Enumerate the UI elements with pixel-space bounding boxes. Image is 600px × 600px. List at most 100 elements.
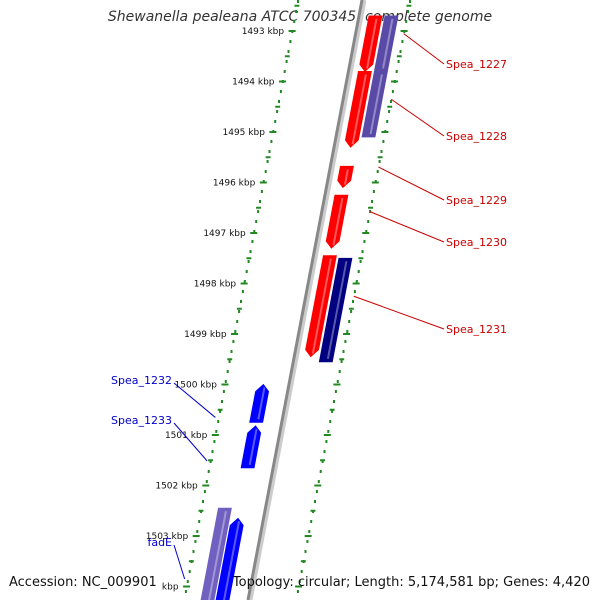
tick-label: kbp [162, 583, 179, 593]
tick-dot [338, 370, 341, 373]
tick-dot [353, 290, 356, 293]
tick-dot [283, 70, 286, 73]
tick-dot [202, 500, 204, 503]
tick-dot [405, 20, 408, 23]
tick-dot [365, 230, 368, 233]
tick-dot [255, 220, 258, 223]
tick-dot [391, 90, 394, 93]
tick-dot [217, 420, 220, 423]
tick-dot [336, 380, 339, 383]
gene-highlight [311, 258, 332, 354]
gene-feature-Spea_1230[interactable] [325, 194, 349, 249]
tick-dot [279, 90, 282, 93]
gene-label-Spea_1227: Spea_1227 [446, 58, 507, 71]
tick-dot [319, 470, 322, 473]
tick-dot [232, 340, 235, 343]
gene-feature-Spea_1232[interactable] [249, 383, 270, 423]
tick-dot [222, 390, 225, 393]
gene-feature-Spea_1227[interactable] [359, 15, 383, 72]
tick-dot [205, 480, 208, 483]
tick-dot [355, 280, 358, 283]
tick-dot [329, 420, 332, 423]
gene-feature-Spea_1229[interactable] [337, 165, 354, 189]
tick-dot [219, 410, 222, 413]
tick-dot [331, 410, 334, 413]
gene-feature-Spea_1228[interactable] [344, 71, 372, 148]
tick-dot [327, 430, 330, 433]
tick-label: 1503 kbp [146, 532, 189, 542]
tick-dot [211, 450, 214, 453]
tick-dot [295, 10, 298, 13]
tick-dot [289, 40, 292, 43]
leader-line [173, 382, 216, 418]
leader-line [369, 211, 445, 243]
tick-label: 1499 kbp [184, 330, 227, 340]
gene-label-Spea_1231: Spea_1231 [446, 323, 507, 336]
tick-dot [268, 150, 271, 153]
tick-dot [315, 490, 318, 493]
tick-dot [297, 0, 299, 3]
leader-line [403, 33, 445, 65]
tick-dot [348, 320, 351, 323]
gene-feature-Spea_1231[interactable] [305, 255, 337, 358]
gene-highlight [326, 261, 348, 359]
tick-dot [196, 530, 199, 533]
tick-dot [215, 430, 218, 433]
gene-feature-Spea_1228_other[interactable] [361, 71, 388, 138]
gene-label-Spea_1232: Spea_1232 [111, 374, 172, 387]
tick-dot [241, 290, 244, 293]
tick-label: 1493 kbp [242, 27, 285, 37]
tick-dot [245, 270, 248, 273]
tick-dot [323, 450, 326, 453]
tick-dot [397, 60, 400, 63]
tick-dot [306, 540, 309, 543]
tick-dot [367, 220, 370, 223]
tick-label: 1500 kbp [175, 381, 218, 391]
leader-line [173, 422, 208, 462]
tick-dot [278, 100, 280, 103]
tick-dot [293, 20, 296, 23]
tick-dot [257, 210, 260, 213]
tick-dot [378, 160, 381, 163]
backbone-line [246, 0, 364, 600]
gene-highlight [366, 18, 378, 69]
tick-dot [352, 300, 354, 303]
tick-dot [264, 170, 267, 173]
gene-highlight [344, 169, 349, 185]
gene-feature-Spea_1233[interactable] [240, 425, 262, 469]
tick-label: 1498 kbp [194, 280, 237, 290]
tick-dot [325, 440, 328, 443]
tick-dot [287, 50, 290, 53]
leader-line [390, 98, 445, 137]
tick-dot [304, 550, 307, 553]
gene-label-Spea_1233: Spea_1233 [111, 414, 172, 427]
leader-line [173, 544, 186, 580]
tick-dot [386, 120, 389, 123]
tick-dot [321, 460, 324, 463]
tick-dot [308, 530, 311, 533]
gene-feature-fadE_other[interactable] [199, 507, 232, 600]
tick-dot [198, 520, 201, 523]
tick-dot [407, 10, 410, 13]
outer-tick-track [295, 0, 412, 593]
tick-labels: 1493 kbp 1494 kbp 1495 kbp 1496 kbp 1497 kbp… [146, 27, 285, 593]
tick-dot [334, 390, 337, 393]
tick-dot [276, 110, 279, 113]
gene-feature-fadE[interactable] [214, 517, 244, 600]
tick-dot [300, 570, 303, 573]
gene-highlight [351, 74, 367, 145]
tick-dot [186, 580, 189, 583]
gene-label-Spea_1230: Spea_1230 [446, 236, 507, 249]
tick-dot [310, 520, 313, 523]
gene-label-fadE: fadE [147, 536, 172, 549]
tick-dot [221, 400, 223, 403]
tick-dot [376, 170, 379, 173]
tick-dot [251, 240, 254, 243]
tick-label: 1497 kbp [203, 229, 246, 239]
gene-highlight [223, 521, 240, 600]
tick-dot [234, 330, 237, 333]
tick-dot [399, 50, 402, 53]
gene-feature-Spea_1231_other[interactable] [318, 257, 353, 363]
